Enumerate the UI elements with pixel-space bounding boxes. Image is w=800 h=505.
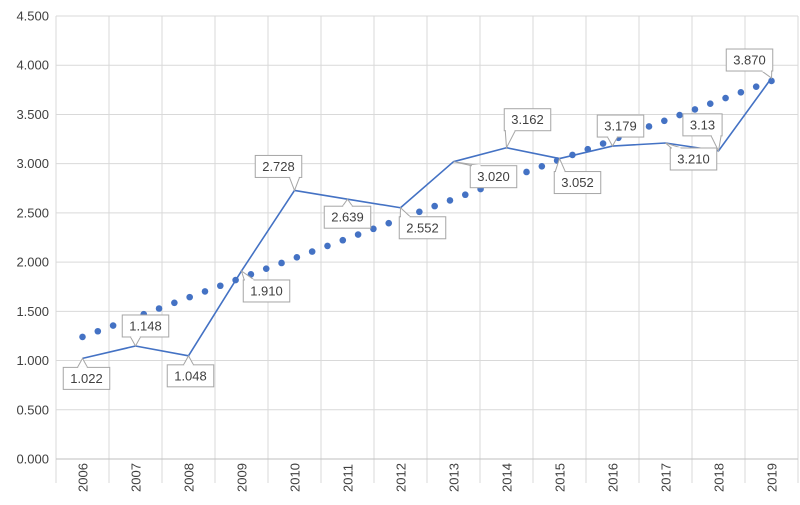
data-label: 3.020 bbox=[477, 169, 510, 184]
callout-pointer bbox=[288, 176, 301, 192]
callout-box bbox=[596, 114, 645, 138]
y-tick-label: 3.500 bbox=[16, 107, 49, 122]
trendline-dot bbox=[599, 140, 607, 147]
trendline-dot bbox=[79, 333, 86, 341]
x-tick-label: 2010 bbox=[288, 463, 303, 492]
x-tick-label: 2019 bbox=[765, 463, 780, 492]
trendline-dot bbox=[109, 322, 117, 329]
x-tick-label: 2008 bbox=[182, 463, 197, 492]
data-labels: 1.022 1.148 1.048 1.910 2.728 2.639 2.552 3.020… bbox=[62, 48, 774, 390]
data-label: 3.210 bbox=[677, 151, 710, 166]
callout-pointer bbox=[76, 357, 89, 368]
trendline-dot bbox=[722, 94, 729, 102]
data-label: 2.639 bbox=[331, 210, 364, 225]
x-tick-label: 2016 bbox=[606, 463, 621, 492]
x-tick-label: 2014 bbox=[500, 463, 515, 492]
trendline-dot bbox=[676, 111, 683, 119]
y-tick-label: 0.000 bbox=[16, 452, 49, 467]
trendline-dot bbox=[370, 225, 377, 233]
trendline-dot bbox=[706, 100, 714, 108]
trendline-dot bbox=[186, 293, 193, 301]
trendline-dot bbox=[201, 288, 209, 295]
trendline-dot bbox=[171, 299, 178, 307]
y-axis-ticks: 0.000 0.500 1.000 1.500 2.000 2.500 3.000 3.500… bbox=[16, 9, 49, 467]
callout-pointer bbox=[399, 206, 412, 218]
y-tick-label: 3.000 bbox=[16, 156, 49, 171]
data-label: 2.552 bbox=[406, 220, 439, 235]
x-tick-label: 2013 bbox=[447, 463, 462, 492]
x-tick-label: 2007 bbox=[129, 463, 144, 492]
data-label: 3.162 bbox=[511, 112, 544, 127]
x-axis-ticks: 2006 2007 2008 2009 2010 2011 2012 2013 2014 2015… bbox=[76, 463, 780, 492]
data-label: 3.052 bbox=[561, 175, 594, 190]
trendline-dot bbox=[416, 208, 423, 216]
trendline-dot bbox=[94, 327, 102, 335]
callout-box bbox=[469, 165, 518, 189]
y-tick-label: 2.000 bbox=[16, 255, 49, 270]
trendline-dot bbox=[523, 168, 530, 176]
callout-box bbox=[242, 279, 291, 303]
trendline-dot bbox=[737, 89, 745, 96]
trendline-dot bbox=[262, 265, 270, 272]
callout-box bbox=[503, 108, 552, 132]
trendline-dot bbox=[752, 83, 760, 90]
trendline-dot bbox=[385, 219, 393, 227]
trendline-dot bbox=[308, 248, 316, 255]
data-label: 2.728 bbox=[262, 159, 295, 174]
y-tick-label: 0.500 bbox=[16, 402, 49, 417]
y-tick-label: 2.500 bbox=[16, 205, 49, 220]
callout-box bbox=[669, 147, 718, 171]
trendline-dot bbox=[461, 191, 469, 199]
data-label: 3.179 bbox=[604, 119, 637, 134]
trendline-dot bbox=[446, 197, 454, 204]
callout-box bbox=[254, 154, 303, 178]
callout-box bbox=[553, 171, 602, 195]
x-tick-label: 2012 bbox=[394, 463, 409, 492]
trendline-dot bbox=[217, 282, 224, 290]
x-tick-label: 2011 bbox=[341, 464, 356, 492]
y-tick-label: 4.000 bbox=[16, 58, 49, 73]
y-tick-label: 1.000 bbox=[16, 353, 49, 368]
trendline-dot bbox=[691, 106, 699, 113]
x-tick-label: 2017 bbox=[659, 463, 674, 492]
trendline-dot bbox=[155, 305, 163, 312]
x-tick-label: 2006 bbox=[76, 463, 91, 492]
callout-pointer bbox=[606, 136, 619, 148]
y-tick-label: 1.500 bbox=[16, 304, 49, 319]
trendline-dot bbox=[538, 162, 546, 170]
callout-box bbox=[398, 216, 447, 240]
x-tick-label: 2009 bbox=[235, 463, 250, 492]
callout-pointer bbox=[504, 130, 517, 150]
trendline-dot bbox=[431, 202, 438, 210]
x-tick-label: 2015 bbox=[553, 463, 568, 492]
callout-pointer bbox=[129, 336, 142, 348]
callout-box bbox=[725, 48, 774, 72]
data-label: 1.148 bbox=[129, 318, 162, 333]
trendline-dot bbox=[645, 123, 653, 130]
series-line bbox=[82, 77, 773, 360]
data-label: 3.13 bbox=[690, 117, 715, 132]
data-label: 1.048 bbox=[174, 368, 207, 383]
x-tick-label: 2018 bbox=[712, 463, 727, 492]
data-label: 3.870 bbox=[733, 53, 766, 68]
callout-box bbox=[121, 314, 170, 338]
trendline-dot bbox=[354, 231, 362, 238]
y-tick-label: 4.500 bbox=[16, 9, 49, 24]
trendline-dot bbox=[293, 253, 301, 261]
callout-pointer bbox=[760, 70, 773, 79]
trendline-dot bbox=[339, 236, 347, 244]
trendline-dot bbox=[278, 259, 285, 267]
trendline-dot bbox=[324, 242, 331, 250]
trendline-dot bbox=[661, 117, 668, 125]
data-label: 1.910 bbox=[250, 283, 283, 298]
data-label: 1.022 bbox=[70, 371, 103, 386]
callout-box bbox=[682, 113, 723, 137]
gridlines bbox=[55, 15, 799, 483]
